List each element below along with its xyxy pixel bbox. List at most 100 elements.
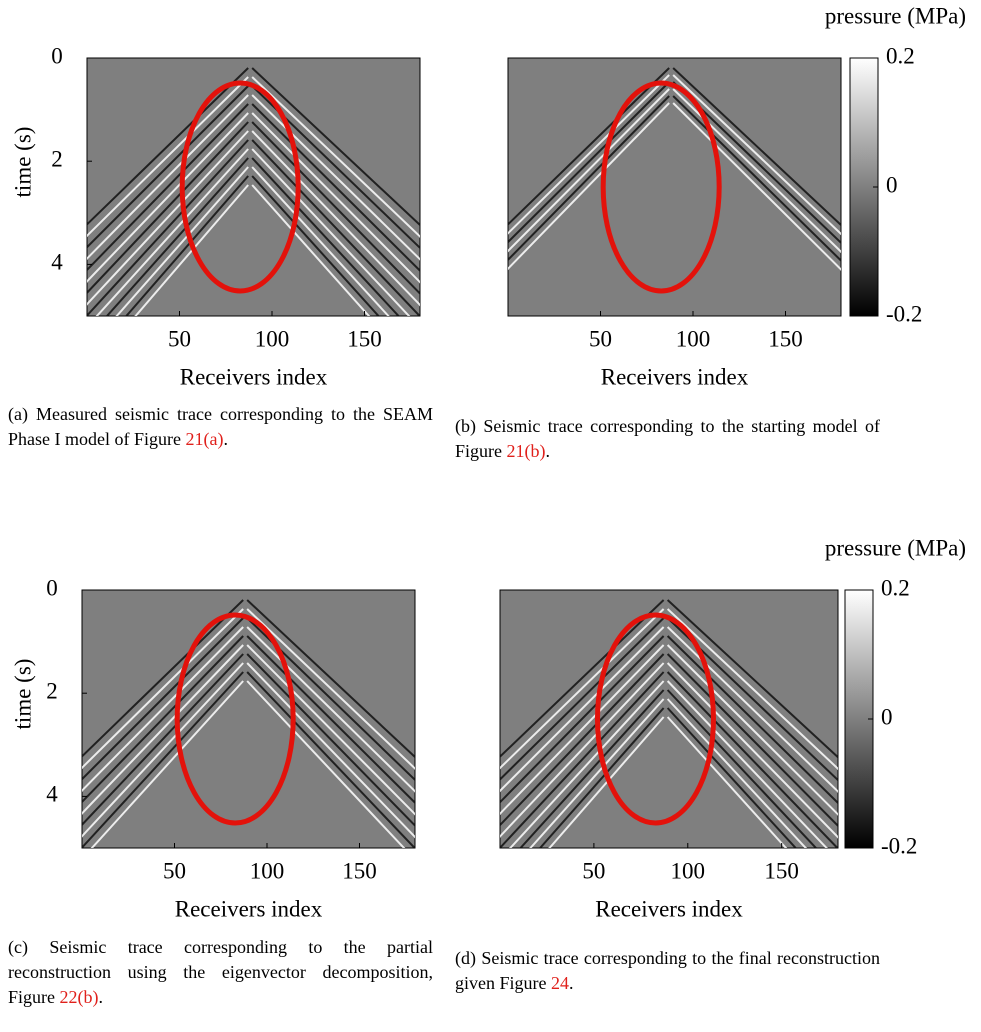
wavefront	[95, 148, 411, 316]
wavefront	[82, 653, 415, 827]
y-tick-label: 2	[51, 146, 63, 171]
wavefront	[87, 103, 420, 273]
x-axis-label: Receivers index	[595, 896, 743, 921]
wavefront	[124, 175, 380, 316]
wavefront	[508, 74, 841, 236]
wavefront	[87, 94, 420, 261]
wavefront	[508, 102, 841, 271]
y-tick-label: 2	[46, 678, 58, 703]
caption-end: .	[545, 441, 551, 461]
wavefront	[500, 608, 838, 771]
wavefront	[508, 81, 841, 245]
caption-ref: 21(a)	[185, 429, 224, 449]
x-tick-label: 100	[250, 858, 285, 883]
caption-text: Seismic trace corresponding to the parti…	[8, 937, 434, 1007]
x-axis-label: Receivers index	[175, 896, 323, 921]
wavefront	[87, 112, 420, 284]
caption-text: Measured seismic trace corresponding to …	[8, 404, 433, 449]
x-tick-label: 150	[768, 326, 803, 351]
wavefront	[105, 157, 400, 316]
wavefront	[82, 662, 415, 839]
wavefront	[90, 680, 406, 848]
wavefront	[508, 680, 828, 848]
y-axis-label: time (s)	[10, 127, 35, 198]
caption-ref: 22(b)	[59, 987, 99, 1007]
caption: (d) Seismic trace corresponding to the f…	[455, 946, 880, 996]
x-tick-label: 150	[347, 326, 382, 351]
wavefront	[87, 139, 420, 316]
y-tick-label: 0	[46, 575, 58, 600]
caption-label: (a)	[8, 404, 28, 424]
x-tick-label: 150	[342, 858, 377, 883]
wavefront	[87, 121, 420, 295]
caption-text: Seismic trace corresponding to the start…	[455, 416, 880, 461]
wavefronts	[87, 67, 420, 316]
colorbar-title: pressure (MPa)	[825, 3, 966, 28]
wavefront	[500, 671, 838, 848]
wavefront	[82, 635, 415, 805]
wavefront	[500, 662, 838, 839]
caption-ref: 24	[551, 973, 569, 993]
caption: (a) Measured seismic trace corresponding…	[8, 402, 433, 452]
wavefront	[82, 599, 415, 759]
seismic-image	[81, 589, 416, 849]
caption-text: Seismic trace corresponding to the final…	[455, 948, 881, 993]
wavefront	[500, 626, 838, 793]
wavefront	[87, 67, 420, 227]
wavefront	[82, 644, 415, 816]
x-tick-label: 100	[671, 858, 706, 883]
y-tick-label: 4	[51, 250, 63, 275]
x-tick-label: 50	[168, 326, 191, 351]
wavefront	[500, 599, 838, 759]
colorbar-title: pressure (MPa)	[825, 535, 966, 560]
x-axis-label: Receivers index	[601, 364, 749, 389]
x-axis-label: Receivers index	[180, 364, 328, 389]
y-tick-label: 0	[51, 43, 63, 68]
wavefront	[519, 689, 818, 848]
wavefront	[500, 635, 838, 805]
caption-label: (c)	[8, 937, 28, 957]
caption: (b) Seismic trace corresponding to the s…	[455, 414, 880, 464]
caption-end: .	[223, 429, 228, 449]
wavefront	[508, 67, 841, 227]
colorbar-tick-label: 0	[886, 172, 898, 197]
caption-label: (d)	[455, 948, 476, 968]
colorbar-tick-label: 0.2	[881, 575, 910, 600]
caption-ref: 21(b)	[506, 441, 546, 461]
wavefront	[115, 166, 390, 316]
x-tick-label: 50	[163, 858, 186, 883]
wavefronts	[508, 67, 841, 271]
wavefronts	[500, 599, 838, 848]
wavefront	[538, 707, 798, 848]
highlight-ellipse	[600, 80, 722, 294]
wavefront	[500, 653, 838, 828]
wavefront	[134, 184, 371, 316]
colorbar-tick-label: 0.2	[886, 43, 915, 68]
wavefront	[87, 76, 420, 238]
wavefront	[529, 698, 808, 848]
colorbar-tick-label: -0.2	[881, 833, 917, 858]
caption-end: .	[98, 987, 104, 1007]
wavefront	[87, 130, 420, 307]
caption: (c) Seismic trace corresponding to the p…	[8, 935, 433, 1010]
caption-end: .	[569, 973, 574, 993]
colorbar-tick-label: -0.2	[886, 301, 922, 326]
wavefront	[508, 95, 841, 262]
x-tick-label: 100	[676, 326, 711, 351]
colorbar-tick-label: 0	[881, 704, 893, 729]
wavefront	[500, 644, 838, 816]
highlight-ellipse	[179, 80, 301, 294]
x-tick-label: 50	[582, 858, 605, 883]
wavefront	[548, 716, 788, 848]
y-tick-label: 4	[46, 782, 58, 807]
wavefront	[82, 626, 415, 793]
x-tick-label: 50	[589, 326, 612, 351]
x-tick-label: 150	[764, 858, 799, 883]
x-tick-label: 100	[255, 326, 290, 351]
wavefront	[82, 671, 415, 848]
y-axis-label: time (s)	[10, 659, 35, 730]
highlight-ellipse	[594, 612, 716, 826]
wavefront	[82, 608, 415, 770]
